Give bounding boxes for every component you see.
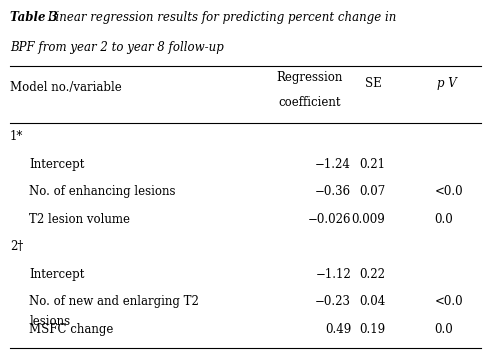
Text: <0.0: <0.0: [435, 185, 463, 198]
Text: No. of new and enlarging T2: No. of new and enlarging T2: [29, 295, 199, 308]
Text: −1.24: −1.24: [315, 158, 351, 171]
Text: BPF from year 2 to year 8 follow-up: BPF from year 2 to year 8 follow-up: [10, 41, 223, 54]
Text: 1*: 1*: [10, 130, 23, 143]
Text: p V: p V: [437, 77, 457, 90]
Text: 0.009: 0.009: [352, 213, 385, 226]
Text: 2†: 2†: [10, 240, 23, 253]
Text: 0.0: 0.0: [435, 213, 453, 226]
Text: −0.23: −0.23: [315, 295, 351, 308]
Text: −1.12: −1.12: [315, 268, 351, 281]
Text: −0.36: −0.36: [315, 185, 351, 198]
Text: T2 lesion volume: T2 lesion volume: [29, 213, 131, 226]
Text: −0.026: −0.026: [307, 213, 351, 226]
Text: Linear regression results for predicting percent change in: Linear regression results for predicting…: [44, 11, 397, 24]
Text: 0.21: 0.21: [359, 158, 385, 171]
Text: 0.04: 0.04: [359, 295, 385, 308]
Text: No. of enhancing lesions: No. of enhancing lesions: [29, 185, 176, 198]
Text: 0.0: 0.0: [435, 323, 453, 336]
Text: 0.49: 0.49: [325, 323, 351, 336]
Text: lesions: lesions: [29, 315, 71, 328]
Text: Intercept: Intercept: [29, 268, 85, 281]
Text: coefficient: coefficient: [278, 96, 341, 109]
Text: SE: SE: [365, 77, 382, 90]
Text: Model no./variable: Model no./variable: [10, 81, 122, 94]
Text: Intercept: Intercept: [29, 158, 85, 171]
Text: Table 3: Table 3: [10, 11, 57, 24]
Text: MSFC change: MSFC change: [29, 323, 114, 336]
Text: Regression: Regression: [276, 71, 343, 84]
Text: <0.0: <0.0: [435, 295, 463, 308]
Text: 0.19: 0.19: [359, 323, 385, 336]
Text: 0.07: 0.07: [359, 185, 385, 198]
Text: 0.22: 0.22: [359, 268, 385, 281]
